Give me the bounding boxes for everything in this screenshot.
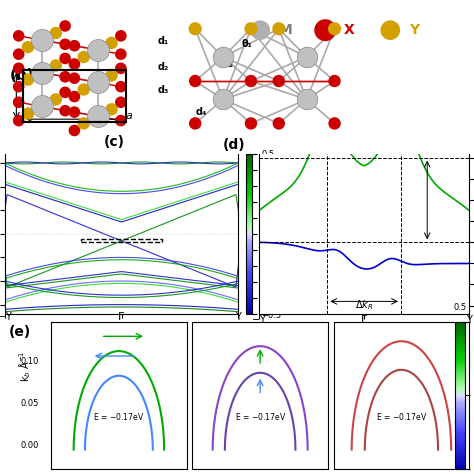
Text: θ₂: θ₂ (223, 59, 234, 69)
Text: $\Gamma$: $\Gamma$ (118, 310, 126, 322)
Text: (d): (d) (222, 138, 245, 152)
Text: a: a (126, 111, 132, 121)
Text: (e): (e) (9, 325, 31, 338)
Text: d₁: d₁ (158, 36, 169, 46)
Text: (c): (c) (104, 136, 125, 149)
Text: $-$Y: $-$Y (0, 310, 13, 322)
Text: d₂: d₂ (158, 62, 169, 72)
Text: d₄: d₄ (195, 107, 207, 117)
Text: Y: Y (235, 312, 241, 322)
Text: d₃: d₃ (158, 84, 169, 94)
Text: 0.05: 0.05 (21, 399, 39, 408)
Text: 0.5: 0.5 (453, 303, 466, 312)
Text: b: b (16, 63, 24, 73)
Text: θ₁: θ₁ (242, 39, 253, 49)
Text: E = $-$0.17eV: E = $-$0.17eV (235, 411, 286, 422)
Bar (81, 238, 163, 242)
Text: 0.00: 0.00 (21, 441, 39, 450)
Text: $\Delta k_R$: $\Delta k_R$ (355, 298, 374, 311)
Text: k$_b$ Å$^{-1}$: k$_b$ Å$^{-1}$ (17, 350, 33, 382)
Text: M: M (279, 23, 292, 37)
Text: E = $-$0.17eV: E = $-$0.17eV (93, 411, 145, 422)
Text: E = $-$0.17eV: E = $-$0.17eV (376, 411, 427, 422)
Text: X: X (344, 23, 355, 37)
Text: $-$Y: $-$Y (251, 312, 267, 325)
Text: 0.10: 0.10 (21, 357, 39, 366)
Text: Y: Y (409, 23, 419, 37)
Text: $\Gamma$: $\Gamma$ (360, 312, 368, 325)
Text: Y: Y (466, 315, 472, 325)
Text: (b): (b) (9, 68, 34, 83)
